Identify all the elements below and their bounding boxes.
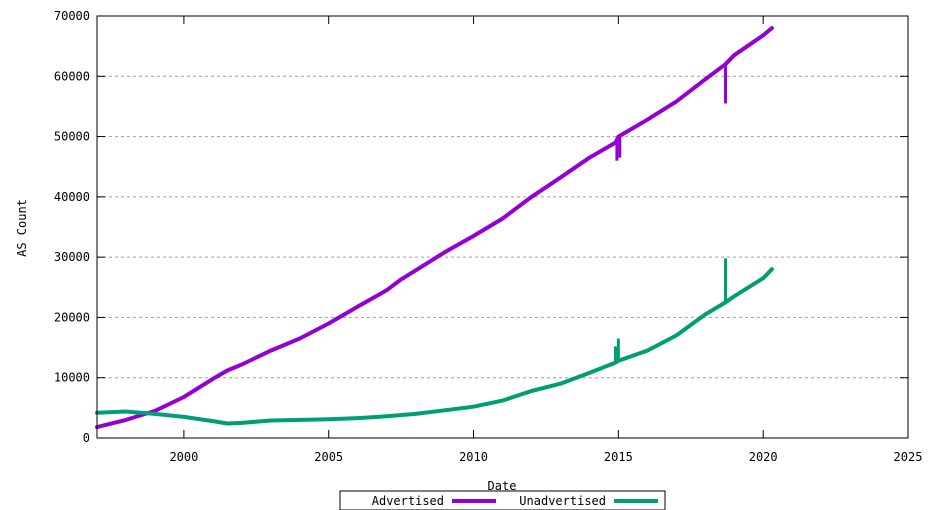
legend-label-unadvertised: Unadvertised xyxy=(519,494,606,508)
y-tick-label: 50000 xyxy=(54,130,90,144)
legend-box xyxy=(339,490,666,510)
y-axis-ticks: 0 10000 20000 30000 40000 50000 60000 70000 xyxy=(54,9,908,445)
legend-label-advertised: Advertised xyxy=(372,494,444,508)
y-tick-label: 30000 xyxy=(54,250,90,264)
y-tick-label: 20000 xyxy=(54,310,90,324)
series-line-advertised xyxy=(95,26,774,430)
x-tick-label: 2020 xyxy=(749,450,778,464)
x-tick-label: 2010 xyxy=(459,450,488,464)
x-tick-label: 2000 xyxy=(169,450,198,464)
x-tick-label: 2025 xyxy=(894,450,923,464)
x-tick-label: 2015 xyxy=(604,450,633,464)
y-tick-label: 60000 xyxy=(54,69,90,83)
plot-area xyxy=(95,26,774,430)
x-axis-ticks: 2000 2005 2010 2015 2020 2025 xyxy=(169,16,922,464)
x-axis-label: Date xyxy=(488,479,517,493)
y-tick-label: 10000 xyxy=(54,371,90,385)
gridlines xyxy=(97,75,908,379)
plot-frame xyxy=(96,15,909,439)
y-tick-label: 40000 xyxy=(54,190,90,204)
y-axis-label: AS Count xyxy=(15,199,29,257)
legend: Advertised Unadvertised xyxy=(339,490,666,510)
y-tick-label: 0 xyxy=(83,431,90,445)
x-tick-label: 2005 xyxy=(314,450,343,464)
y-tick-label: 70000 xyxy=(54,9,90,23)
series-line-unadvertised xyxy=(95,267,774,426)
